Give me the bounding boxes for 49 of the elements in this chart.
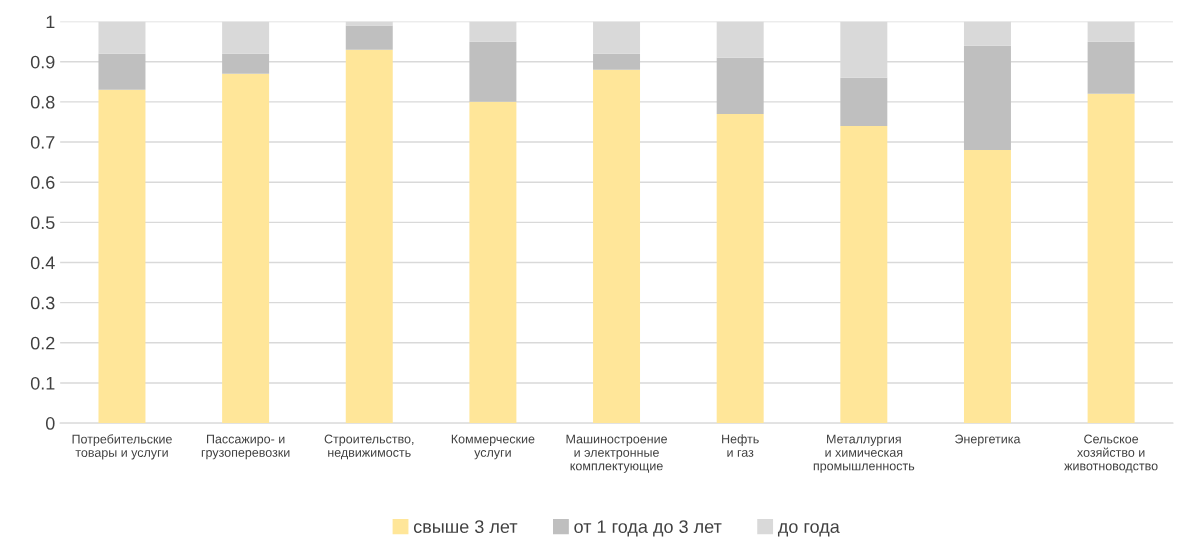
x-tick-label: Коммерческие услуги: [451, 434, 535, 460]
y-tick-label: 0.8: [30, 95, 55, 109]
bar: [963, 21, 1011, 46]
bar: [593, 69, 641, 424]
bar: [1087, 93, 1135, 424]
y-tick-label: 1: [46, 15, 55, 29]
y-tick-label: 0: [45, 417, 55, 430]
y-tick-label: 0.7: [30, 135, 55, 149]
bar: [1087, 41, 1135, 94]
bar: [345, 21, 393, 26]
bar: [1087, 21, 1135, 42]
bar: [469, 21, 517, 42]
bar: [840, 125, 888, 424]
bar: [963, 45, 1011, 151]
bar: [593, 21, 641, 54]
x-tick-label: Сельское хозяйство и животноводство: [1064, 434, 1158, 473]
bar: [98, 53, 146, 90]
bar: [716, 57, 764, 114]
x-tick-label: Строительство, недвижимость: [324, 434, 414, 460]
bar: [840, 77, 888, 126]
bar: [469, 101, 517, 424]
bar: [716, 113, 764, 424]
bar: [222, 53, 270, 74]
y-tick-label: 0.1: [30, 376, 55, 390]
y-tick-label: 0.2: [30, 336, 55, 350]
legend-label: до года: [777, 523, 840, 537]
y-tick-label: 0.3: [30, 296, 55, 310]
bar: [345, 49, 393, 424]
bar: [345, 25, 393, 50]
x-tick-label: Пассажиро- и грузоперевозки: [201, 434, 290, 460]
bar: [716, 21, 764, 58]
y-tick-label: 0.4: [30, 256, 55, 270]
bar: [963, 150, 1011, 424]
bar: [222, 73, 270, 424]
y-tick-label: 0.9: [30, 55, 55, 69]
legend-label: свыше 3 лет: [413, 520, 518, 534]
x-tick-label: Энергетика: [955, 434, 1021, 446]
y-tick-label: 0.6: [30, 176, 55, 189]
x-tick-label: Машиностроение и электронные комплектующие: [566, 434, 668, 473]
bar: [98, 89, 146, 424]
bar: [593, 53, 641, 70]
x-tick-label: Потребительские товары и услуги: [72, 434, 172, 460]
x-tick-label: Металлургия и химическая промышленность: [813, 434, 915, 473]
bar: [98, 21, 146, 54]
legend-label: от 1 года до 3 лет: [574, 520, 722, 537]
y-tick-label: 0.5: [30, 216, 55, 230]
bar: [469, 41, 517, 102]
x-tick-label: Нефть и газ: [722, 434, 759, 457]
bar: [222, 21, 270, 54]
